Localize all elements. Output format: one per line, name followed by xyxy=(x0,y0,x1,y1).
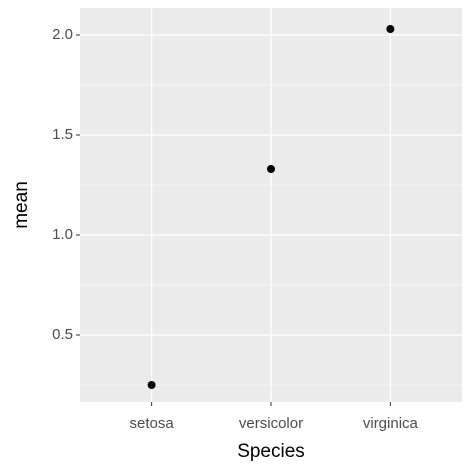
x-tick-label: setosa xyxy=(130,415,175,432)
x-tick-label: versicolor xyxy=(239,415,303,432)
point xyxy=(267,165,275,173)
point xyxy=(386,25,395,33)
y-tick-label: 1.5 xyxy=(52,126,73,143)
x-tick-label: virginica xyxy=(363,415,419,432)
y-tick-label: 1.0 xyxy=(52,226,73,243)
y-axis-title: mean xyxy=(11,181,32,229)
y-tick-label: 0.5 xyxy=(52,326,73,343)
x-axis-title: Species xyxy=(237,441,305,462)
y-tick-label: 2.0 xyxy=(52,26,73,43)
point xyxy=(147,381,156,389)
